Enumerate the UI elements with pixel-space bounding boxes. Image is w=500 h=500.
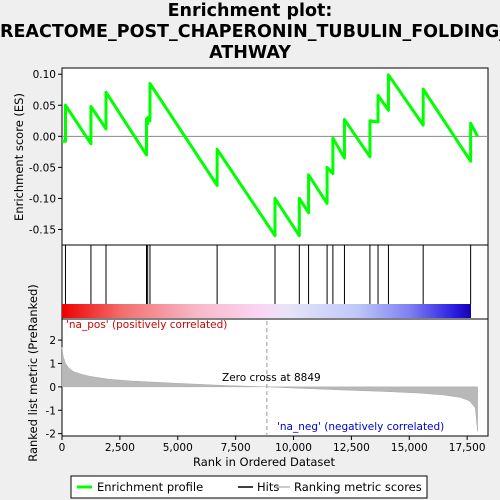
- title-line-2: REACTOME_POST_CHAPERONIN_TUBULIN_FOLDING…: [0, 22, 500, 42]
- chart-title: Enrichment plot: REACTOME_POST_CHAPERONI…: [0, 1, 500, 64]
- xtick-label: 2,500: [105, 442, 135, 454]
- pos-label: 'na_pos' (positively correlated): [66, 319, 227, 331]
- title-line-3: ATHWAY: [209, 43, 291, 63]
- metric-ytick-label: -2: [46, 429, 56, 441]
- title-line-1: Enrichment plot:: [167, 1, 333, 21]
- metric-ytick-label: 2: [49, 335, 56, 347]
- metric-ytick-label: -1: [46, 405, 56, 417]
- es-ytick-label: 0.05: [33, 100, 56, 112]
- metric-ylabel: Ranked list metric (PreRanked): [26, 284, 40, 462]
- xtick-label: 10,000: [275, 442, 312, 454]
- legend-enrichment-label: Enrichment profile: [97, 480, 203, 494]
- xtick-label: 12,500: [333, 442, 370, 454]
- neg-label: 'na_neg' (negatively correlated): [277, 421, 444, 433]
- es-ytick-label: 0.00: [33, 131, 56, 143]
- xtick-label: 5,000: [163, 442, 193, 454]
- legend-hits-label: Hits: [257, 480, 279, 494]
- legend-metric-label: Ranking metric scores: [294, 480, 422, 494]
- es-ytick-label: -0.15: [29, 224, 56, 236]
- xtick-label: 17,500: [449, 442, 486, 454]
- metric-panel: [61, 318, 489, 437]
- ranking-metric-area: [61, 347, 478, 432]
- es-ylabel: Enrichment score (ES): [12, 93, 26, 221]
- xtick-label: 7,500: [221, 442, 251, 454]
- es-ytick-label: 0.10: [33, 69, 56, 81]
- es-ytick-label: -0.05: [29, 162, 56, 174]
- xtick-label: 0: [59, 442, 66, 454]
- enrichment-profile-line: [62, 73, 479, 238]
- metric-ytick-label: 0: [49, 382, 56, 394]
- rank-color-bar: [62, 304, 471, 318]
- metric-ytick-label: 1: [49, 358, 56, 370]
- x-axis-label: Rank in Ordered Dataset: [193, 455, 336, 469]
- xtick-label: 15,000: [391, 442, 428, 454]
- zero-cross-label: Zero cross at 8849: [222, 372, 321, 384]
- es-ytick-label: -0.10: [29, 193, 56, 205]
